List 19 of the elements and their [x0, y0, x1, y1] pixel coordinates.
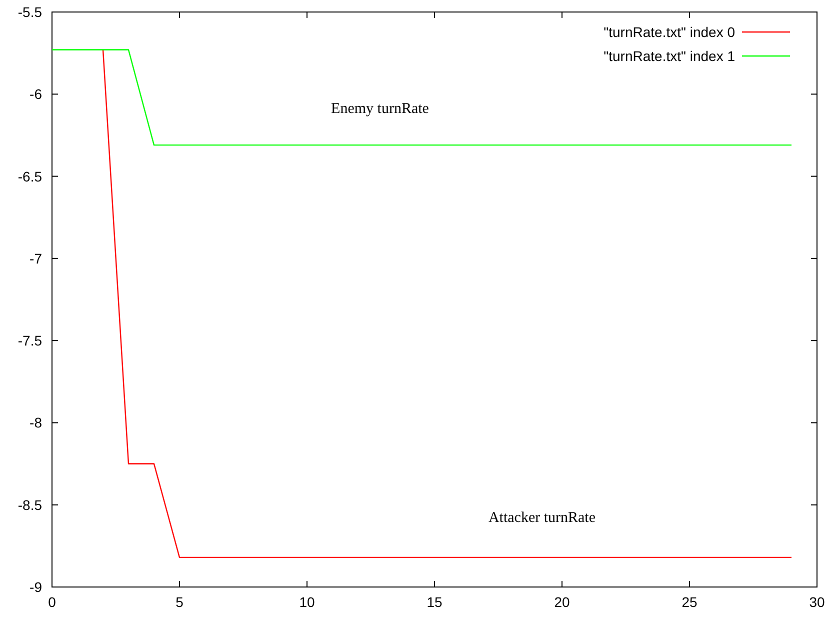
- legend-label: "turnRate.txt" index 0: [604, 24, 736, 40]
- x-tick-label: 15: [426, 594, 442, 610]
- y-tick-label: -6: [30, 86, 42, 102]
- y-tick-label: -7: [30, 250, 42, 266]
- legend-label: "turnRate.txt" index 1: [604, 48, 736, 64]
- y-tick-label: -8.5: [18, 496, 42, 513]
- y-tick-label: -8: [30, 414, 42, 431]
- annotation: Enemy turnRate: [331, 101, 430, 117]
- y-tick-label: -6.5: [18, 168, 42, 184]
- x-tick-label: 0: [48, 594, 56, 610]
- x-tick-label: 20: [554, 594, 570, 610]
- y-tick-label: -9: [30, 579, 42, 595]
- y-tick-label: -7.5: [18, 332, 42, 349]
- y-tick-label: -5.5: [18, 4, 42, 20]
- x-tick-label: 10: [299, 594, 315, 610]
- x-tick-label: 30: [809, 594, 825, 610]
- x-tick-label: 25: [682, 594, 698, 610]
- x-tick-label: 5: [176, 594, 184, 610]
- annotation: Attacker turnRate: [488, 510, 596, 526]
